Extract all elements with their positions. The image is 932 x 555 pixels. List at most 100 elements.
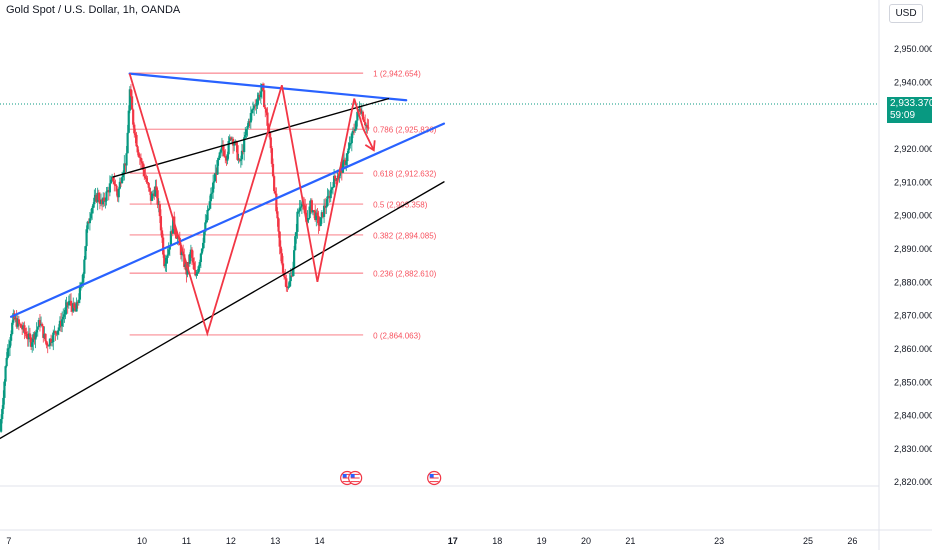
candle-body bbox=[152, 193, 155, 195]
candle-body bbox=[47, 345, 50, 347]
candle-body bbox=[63, 314, 66, 317]
candle-body bbox=[169, 231, 173, 246]
candle-body bbox=[345, 161, 348, 165]
candle-body bbox=[153, 193, 156, 197]
candle-body bbox=[281, 263, 285, 273]
candle-body bbox=[362, 119, 366, 122]
annotations[interactable] bbox=[128, 73, 442, 486]
candle-body bbox=[167, 249, 170, 255]
candle-body bbox=[258, 94, 261, 98]
candle-body bbox=[77, 299, 80, 303]
candle-body bbox=[165, 257, 168, 264]
y-tick-label: 2,830.000 bbox=[894, 444, 932, 454]
candle-body bbox=[6, 348, 9, 358]
candle-body bbox=[118, 181, 121, 189]
candle-body bbox=[66, 302, 69, 306]
candle-body bbox=[211, 182, 215, 193]
candle-body bbox=[49, 338, 53, 343]
candle-body bbox=[183, 254, 186, 267]
candle-body bbox=[216, 160, 219, 175]
candle-body bbox=[220, 144, 224, 150]
candle-body bbox=[112, 176, 115, 182]
candle-body bbox=[72, 303, 75, 312]
candle-body bbox=[274, 191, 277, 194]
us-event-icon[interactable] bbox=[427, 470, 442, 486]
candle-body bbox=[85, 229, 88, 247]
candle-body bbox=[96, 192, 99, 202]
candle-body bbox=[315, 212, 318, 221]
candle-body bbox=[308, 206, 311, 219]
fibonacci-retracement[interactable]: 1 (2,942.654) 0.786 (2,925.836) 0.618 (2,9… bbox=[129, 70, 437, 341]
trendlines[interactable] bbox=[0, 72, 879, 440]
us-event-icon[interactable] bbox=[348, 470, 363, 486]
candle-body bbox=[39, 323, 43, 326]
candle-body bbox=[214, 173, 217, 182]
x-tick-label: 19 bbox=[537, 536, 547, 546]
candle-body bbox=[86, 221, 89, 230]
candle-body bbox=[154, 186, 157, 197]
candle-body bbox=[190, 249, 194, 258]
candle-body bbox=[29, 337, 33, 347]
candle-body bbox=[26, 337, 29, 340]
candle-body bbox=[7, 347, 10, 349]
candle-body bbox=[135, 134, 138, 147]
candle-body bbox=[253, 105, 256, 109]
candle-body bbox=[213, 181, 216, 183]
forecast-arrow-head bbox=[364, 140, 376, 152]
candle-body bbox=[291, 267, 295, 277]
candle-body bbox=[298, 207, 301, 212]
candle-body bbox=[92, 204, 95, 208]
x-tick-label: 23 bbox=[714, 536, 724, 546]
candle-body bbox=[123, 163, 126, 173]
candle-body bbox=[9, 333, 13, 341]
candle-body bbox=[69, 300, 73, 306]
x-tick-label: 12 bbox=[226, 536, 236, 546]
candle-body bbox=[129, 89, 133, 97]
x-tick-label: 7 bbox=[6, 536, 11, 546]
fib-level-label: 0.382 (2,894.085) bbox=[373, 231, 436, 240]
candle-body bbox=[17, 319, 20, 324]
fib-level-label: 0.618 (2,912.632) bbox=[373, 170, 436, 179]
candle-body bbox=[168, 245, 171, 250]
candle-body bbox=[137, 152, 140, 157]
blue-upper-resistance bbox=[128, 72, 408, 102]
candle-body bbox=[128, 89, 131, 111]
candle-body bbox=[136, 146, 139, 153]
candle-body bbox=[185, 264, 188, 275]
candle-body bbox=[326, 196, 329, 207]
candle-body bbox=[197, 266, 200, 273]
y-tick-label: 2,890.000 bbox=[894, 244, 932, 254]
black-lower-support bbox=[0, 181, 445, 440]
candle-body bbox=[99, 199, 103, 204]
currency-button[interactable]: USD bbox=[889, 4, 923, 23]
candle-body bbox=[264, 107, 267, 109]
candle-body bbox=[255, 105, 258, 107]
candle-body bbox=[227, 140, 230, 155]
candle-body bbox=[144, 176, 147, 179]
candle-body bbox=[249, 113, 252, 123]
candle-body bbox=[260, 84, 264, 92]
x-tick-label: 26 bbox=[847, 536, 857, 546]
candle-body bbox=[256, 99, 259, 106]
candle-body bbox=[294, 236, 297, 251]
candle-body bbox=[230, 138, 234, 140]
candle-body bbox=[94, 194, 97, 198]
candle-body bbox=[331, 187, 335, 188]
candle-body bbox=[347, 148, 350, 154]
candle-body bbox=[221, 144, 225, 151]
candle-body bbox=[130, 96, 134, 110]
y-tick-label: 2,880.000 bbox=[894, 277, 932, 287]
y-tick-label: 2,860.000 bbox=[894, 344, 932, 354]
candle-body bbox=[75, 301, 78, 312]
candle-body bbox=[125, 153, 128, 166]
candle-body bbox=[322, 205, 326, 217]
candle-body bbox=[2, 397, 5, 409]
candle-body bbox=[335, 178, 338, 182]
candle-body bbox=[97, 192, 100, 201]
candle-body bbox=[3, 381, 6, 398]
candle-body bbox=[219, 149, 222, 153]
candle-body bbox=[361, 111, 365, 120]
